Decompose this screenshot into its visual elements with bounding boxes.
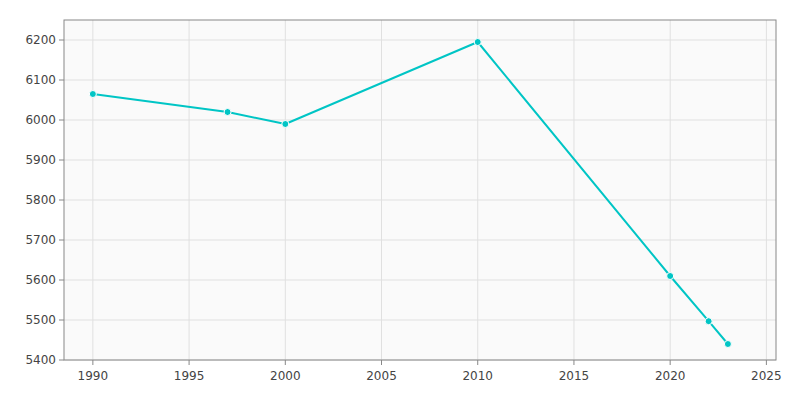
grid <box>64 20 776 360</box>
plot-frame <box>64 20 776 360</box>
tick-label-y: 5600 <box>25 273 56 287</box>
point <box>89 91 96 98</box>
tick-x <box>670 360 671 365</box>
tick-y <box>59 240 64 241</box>
tick-label-y: 5800 <box>25 193 56 207</box>
point <box>282 121 289 128</box>
tick-label-x: 1995 <box>174 369 205 383</box>
tick-x <box>189 360 190 365</box>
page: {"chart_data": {"type": "line", "x": [19… <box>0 0 800 400</box>
grid-line-y <box>64 160 776 161</box>
tick-label-y: 6100 <box>25 73 56 87</box>
tick-y <box>59 360 64 361</box>
tick-x <box>285 360 286 365</box>
series <box>89 39 731 348</box>
tick-label-x: 2025 <box>751 369 782 383</box>
grid-line-y <box>64 240 776 241</box>
tick-label-y: 5500 <box>25 313 56 327</box>
point <box>724 341 731 348</box>
tick-y <box>59 120 64 121</box>
tick-label-y: 5400 <box>25 353 56 367</box>
tick-y <box>59 320 64 321</box>
tick-y <box>59 40 64 41</box>
grid-line-x <box>92 20 93 360</box>
tick-y <box>59 200 64 201</box>
tick-label-x: 2005 <box>366 369 397 383</box>
tick-label-x: 2015 <box>559 369 590 383</box>
tick-x <box>381 360 382 365</box>
grid-line-x <box>670 20 671 360</box>
grid-line-x <box>189 20 190 360</box>
tick-label-y: 5700 <box>25 233 56 247</box>
grid-line-x <box>381 20 382 360</box>
grid-line-y <box>64 40 776 41</box>
point <box>474 39 481 46</box>
grid-line-y <box>64 320 776 321</box>
point <box>224 109 231 116</box>
tick-label-x: 2010 <box>462 369 493 383</box>
tick-label-y: 5900 <box>25 153 56 167</box>
tick-y <box>59 80 64 81</box>
tick-label-y: 6000 <box>25 113 56 127</box>
tick-label-x: 1990 <box>78 369 109 383</box>
line <box>93 42 728 344</box>
tick-y <box>59 160 64 161</box>
grid-line-x <box>766 20 767 360</box>
grid-line-x <box>285 20 286 360</box>
tick-label-x: 2000 <box>270 369 301 383</box>
tick-label-y: 6200 <box>25 33 56 47</box>
tick-x <box>92 360 93 365</box>
plot-background <box>64 20 776 360</box>
grid-line-x <box>573 20 574 360</box>
tick-x <box>477 360 478 365</box>
axes: 5400 5500 5600 5700 5800 5900 6000 6100 6200 1990… <box>25 33 781 383</box>
grid-line-x <box>477 20 478 360</box>
grid-line-y <box>64 80 776 81</box>
chart-svg: 5400 5500 5600 5700 5800 5900 6000 6100 6200 1990… <box>0 0 800 400</box>
point <box>667 273 674 280</box>
tick-x <box>766 360 767 365</box>
tick-label-x: 2020 <box>655 369 686 383</box>
point <box>705 318 712 325</box>
grid-line-y <box>64 200 776 201</box>
chart-container: 5400 5500 5600 5700 5800 5900 6000 6100 6200 1990… <box>0 0 800 400</box>
grid-line-y <box>64 120 776 121</box>
tick-x <box>573 360 574 365</box>
tick-y <box>59 280 64 281</box>
